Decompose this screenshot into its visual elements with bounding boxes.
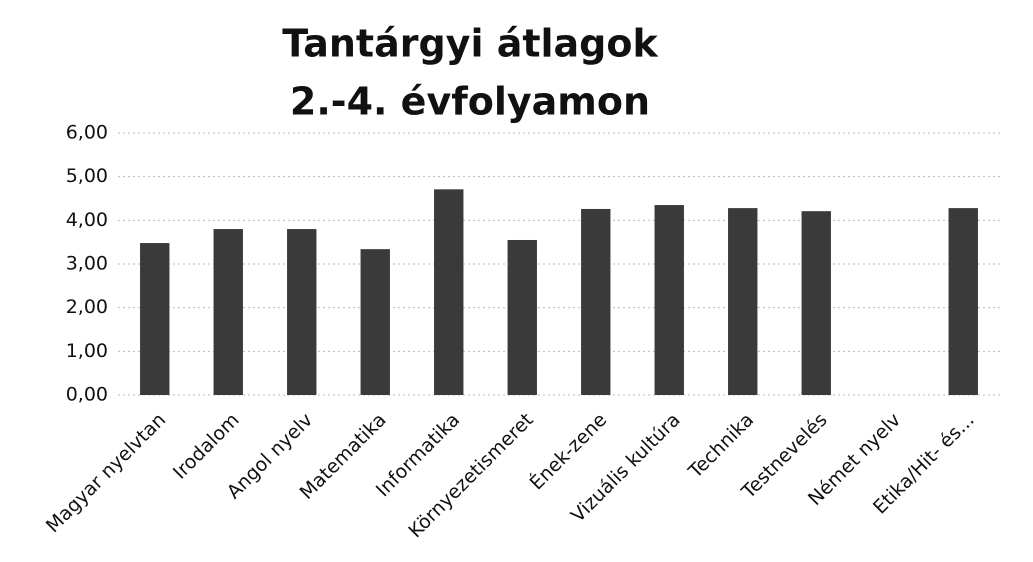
- y-tick-label: 5,00: [66, 165, 108, 187]
- chart-title: 2.-4. évfolyamon: [290, 80, 650, 124]
- bar: [801, 211, 831, 395]
- bar: [287, 229, 317, 395]
- bar: [360, 249, 390, 395]
- bar: [434, 189, 464, 395]
- bar: [728, 208, 758, 395]
- chart-title: Tantárgyi átlagok: [282, 22, 658, 66]
- y-tick-label: 1,00: [66, 340, 108, 362]
- y-tick-label: 2,00: [66, 296, 108, 318]
- y-tick-label: 4,00: [66, 209, 108, 231]
- x-tick-label: Technika: [684, 409, 758, 483]
- x-tick-label: Irodalom: [169, 409, 244, 484]
- x-tick-label: Magyar nyelvtan: [42, 409, 170, 537]
- y-tick-label: 0,00: [66, 384, 108, 406]
- bar: [507, 239, 537, 395]
- bar: [140, 243, 170, 395]
- bar: [213, 229, 243, 395]
- y-tick-label: 6,00: [66, 122, 108, 144]
- bar: [654, 205, 684, 395]
- x-tick-label: Környezetismeret: [404, 409, 537, 542]
- bar: [581, 208, 611, 395]
- bar: [948, 208, 978, 395]
- y-tick-label: 3,00: [66, 253, 108, 275]
